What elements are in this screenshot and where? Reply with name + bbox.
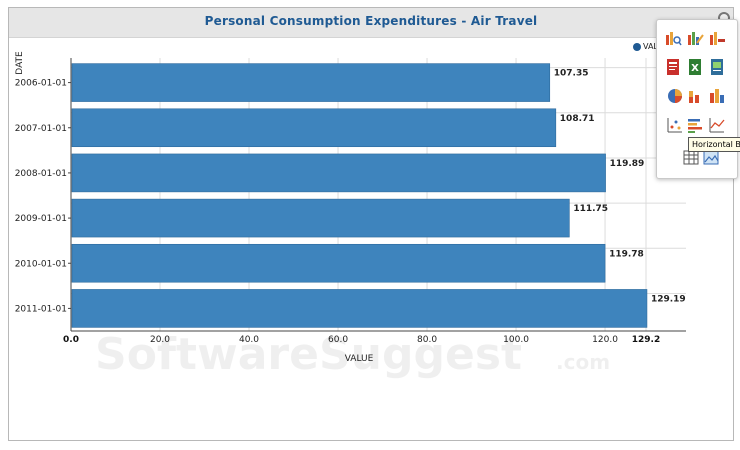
bar[interactable] (71, 153, 606, 193)
category-label: 2007-01-01 (15, 124, 67, 134)
category-label: 2009-01-01 (15, 214, 67, 224)
excel-icon[interactable]: X (686, 58, 704, 76)
bar-edit-icon[interactable] (686, 29, 704, 47)
x-tick-label: 60.0 (328, 335, 348, 345)
data-label: 108.71 (560, 114, 595, 124)
category-labels: 2006-01-01 2007-01-01 2008-01-01 2009-01-01… (15, 79, 71, 314)
data-labels: 107.35 108.71 119.89 111.75 119.78 129.19 (554, 69, 686, 305)
pie-chart-icon[interactable] (666, 87, 684, 105)
pdf-icon[interactable] (664, 58, 682, 76)
horizontal-bar-icon[interactable] (686, 116, 704, 134)
legend[interactable]: VAL (633, 42, 658, 51)
category-label: 2010-01-01 (15, 259, 67, 269)
line-chart-icon[interactable] (708, 116, 726, 134)
toolbox-tooltip: Horizontal Ba (688, 137, 740, 152)
legend-label: VAL (643, 42, 658, 51)
category-label: 2011-01-01 (15, 304, 67, 314)
x-tick-label: 100.0 (503, 335, 529, 345)
stacked-bar-icon[interactable] (686, 87, 704, 105)
bar[interactable] (71, 108, 557, 148)
x-tick-label: 80.0 (417, 335, 437, 345)
data-label: 111.75 (573, 204, 608, 214)
chart-toolbox: X (656, 19, 738, 179)
x-tick-label: 40.0 (239, 335, 259, 345)
chart-title-bar: Personal Consumption Expenditures - Air … (9, 8, 733, 38)
legend-marker (633, 42, 641, 51)
image-icon[interactable] (702, 148, 720, 166)
bars (71, 63, 648, 328)
document-icon[interactable] (708, 58, 726, 76)
category-label: 2008-01-01 (15, 169, 67, 179)
tick-labels: 0.0 20.0 40.0 60.0 80.0 100.0 120.0 129.2 (63, 335, 660, 345)
bar-chart-icon[interactable] (708, 87, 726, 105)
scatter-icon[interactable] (666, 116, 684, 134)
category-label: 2006-01-01 (15, 79, 67, 89)
data-label: 129.19 (651, 294, 686, 304)
x-tick-label: 129.2 (632, 335, 660, 345)
x-tick-label: 20.0 (150, 335, 170, 345)
chart-title: Personal Consumption Expenditures - Air … (204, 14, 538, 28)
y-axis-label: DATE (15, 51, 25, 75)
bar-remove-icon[interactable] (708, 29, 726, 47)
data-label: 107.35 (554, 69, 589, 79)
table-grid-icon[interactable] (682, 148, 700, 166)
bar[interactable] (71, 63, 551, 102)
x-tick-label: 0.0 (63, 335, 79, 345)
watermark-text: SoftwareSuggest (95, 329, 522, 380)
watermark-suffix: .com (556, 350, 610, 374)
bar[interactable] (71, 198, 570, 238)
x-tick-label: 120.0 (592, 335, 618, 345)
x-axis-label: VALUE (345, 354, 374, 364)
svg-text:X: X (691, 63, 699, 74)
bar[interactable] (71, 289, 648, 328)
data-label: 119.89 (610, 159, 645, 169)
data-label: 119.78 (609, 249, 644, 259)
bar-search-icon[interactable] (664, 29, 682, 47)
bar[interactable] (71, 243, 606, 283)
